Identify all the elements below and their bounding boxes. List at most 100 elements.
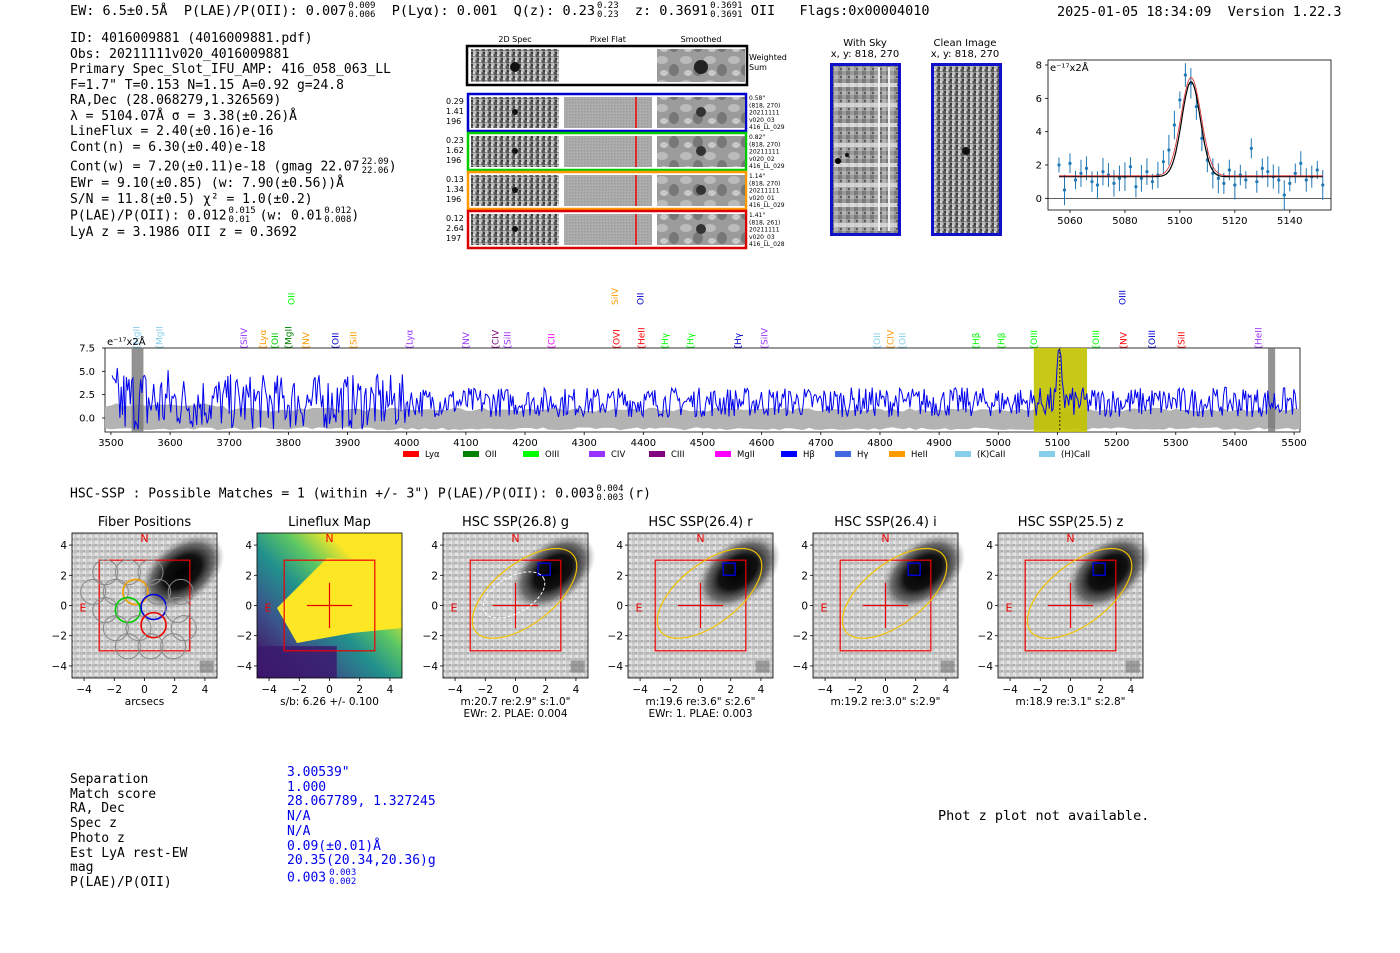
cutout-row-meta: (818, 270) (749, 102, 780, 109)
cutout-row-meta: 20211111 (749, 188, 780, 195)
match-label-specz: Spec z (70, 816, 117, 832)
line-id-bracket: { (406, 344, 416, 350)
info-primary: Primary Spec_Slot_IFU_AMP: 416_058_063_L… (70, 62, 391, 77)
legend-label: CIII (671, 450, 684, 460)
info-plae2-row: P(LAE)/P(OII): 0.012 0.015 0.01 (w: 0.01 0.0… (70, 207, 397, 225)
cutout-row-stat: 197 (446, 234, 461, 243)
legend-label: Hβ (803, 450, 815, 460)
cutout-row-meta: 416_LL_029 (749, 202, 785, 209)
line-id-label: OVI (613, 329, 623, 345)
match-label-radec: RA, Dec (70, 801, 125, 817)
hsc-aperture-ellipse (656, 547, 763, 639)
hsc-panel-caption: m:19.6 re:3.6" s:2.6" (646, 696, 756, 708)
line-id-label: Lyα (406, 329, 416, 345)
hsc-ytick-label: −2 (423, 631, 438, 643)
fit-data-point (1260, 166, 1264, 170)
line-id-marker: Hγ{ (734, 332, 744, 350)
spectrum-xtick-label: 4200 (512, 438, 537, 449)
info-contw-lo: 22.06 (361, 166, 389, 176)
hsc-aperture-ellipse (471, 547, 578, 639)
hsc-panel-caption: m:20.7 re:2.9" s:1.0" (461, 696, 571, 708)
clean-image-coords: x, y: 818, 270 (930, 49, 1000, 60)
fiber-circle (102, 578, 129, 605)
cutout-row-stat: 1.62 (446, 146, 464, 155)
cutout-row-stat: 0.12 (446, 214, 464, 223)
match-label-separation: Separation (70, 772, 149, 787)
clean-image-title: Clean Image x, y: 818, 270 (920, 38, 1010, 60)
hsc-panel-title: HSC SSP(26.4) r (648, 515, 753, 530)
line-id-label: Hβ (997, 332, 1007, 345)
cutout-row-meta: 416_LL_028 (749, 241, 785, 248)
hsc-galaxy (881, 534, 966, 610)
fit-data-point (1084, 166, 1089, 170)
spectrum-xtick-label: 4400 (631, 438, 656, 449)
hsc-ytick-label: 0 (245, 601, 252, 613)
header-z: z: 0.3691 (634, 3, 709, 19)
legend-item: Lyα (403, 450, 440, 460)
hsc-xtick-label: 0 (882, 684, 889, 696)
header-plae-hi: 0.009 (348, 1, 376, 11)
line-id-bracket: { (661, 344, 671, 350)
cutout-row-stat: 1.34 (446, 185, 464, 194)
hsc-ytick-label: 2 (60, 570, 67, 582)
line-id-bracket: { (1120, 344, 1130, 350)
fit-xtick-label: 5120 (1222, 216, 1247, 227)
info-plae2-w: (w: 0.01 (259, 208, 323, 224)
hsc-east-label: E (265, 602, 272, 615)
cutout-row-meta: 416_LL_029 (749, 124, 785, 131)
spectrum-xtick-label: 3500 (98, 438, 123, 449)
cutout-row-pixelflat (564, 214, 652, 245)
hsc-xtick-label: 0 (141, 684, 148, 696)
line-id-bracket: { (761, 344, 771, 350)
line-id-marker: OIII{ (1030, 330, 1040, 350)
line-id-label: OII (898, 333, 908, 345)
spectrum-xtick-label: 3900 (335, 438, 360, 449)
hsc-ytick-label: −2 (978, 631, 993, 643)
hsc-ytick-label: −4 (793, 661, 809, 673)
spectrum-xtick-label: 4800 (867, 438, 892, 449)
line-id-bracket: { (332, 344, 342, 350)
match-label-photoz: Photo z (70, 830, 125, 846)
line-id-marker: OII{ (332, 333, 342, 350)
fit-data-point (1095, 183, 1100, 187)
line-id-label: OIII (1119, 290, 1129, 305)
fiber-circle (114, 559, 141, 586)
hsc-ytick-label: −4 (423, 661, 439, 673)
fit-data-point (1178, 98, 1182, 102)
line-id-marker: MgII{ (132, 326, 142, 350)
line-id-label: NV (462, 331, 472, 345)
fiber-circle (140, 611, 167, 639)
line-id-bracket: { (1255, 344, 1265, 350)
fit-xtick-label: 5060 (1057, 216, 1082, 227)
hsc-match-box (537, 562, 551, 576)
line-id-marker: CIV{ (491, 329, 501, 350)
cutout-row-meta: v020_01 (749, 195, 775, 202)
line-id-marker: CII{ (548, 333, 558, 350)
fit-data-point (1101, 170, 1105, 174)
hsc-ytick-label: −2 (52, 631, 67, 643)
match-value-plae-hi: 0.003 (329, 867, 357, 878)
legend-item: CIV (589, 450, 625, 460)
line-id-label: Hγ (661, 332, 671, 345)
hsc-xtick-label: −2 (478, 684, 493, 696)
hsc-title-end: (r) (627, 486, 651, 502)
hsc-ytick-label: −4 (52, 661, 68, 673)
hsc-xtick-label: 0 (1067, 684, 1074, 696)
fit-data-point (1161, 160, 1165, 164)
hsc-xtick-label: −4 (817, 684, 833, 696)
info-contw-row: Cont(w) = 7.20(±0.11)e-18 (gmag 22.07 22.… (70, 158, 397, 176)
hsc-east-label: E (1006, 602, 1013, 615)
hsc-neighbour (940, 660, 955, 673)
line-id-label: SiIV (761, 327, 771, 345)
line-id-marker: SiIV (611, 287, 621, 305)
photz-note: Phot z plot not available. (938, 808, 1150, 824)
cutout-row-stat: 196 (446, 117, 461, 126)
spectrum-xtick-label: 5500 (1281, 438, 1306, 449)
hsc-xtick-label: −2 (663, 684, 678, 696)
line-id-label: NV (302, 331, 312, 345)
line-id-marker: Hγ{ (661, 332, 671, 350)
weighted-sum-label-1: Weighted (749, 53, 787, 62)
line-id-label: CIV (491, 329, 501, 345)
line-id-bracket: { (462, 344, 472, 350)
info-plae2: P(LAE)/P(OII): 0.012 (70, 208, 227, 224)
